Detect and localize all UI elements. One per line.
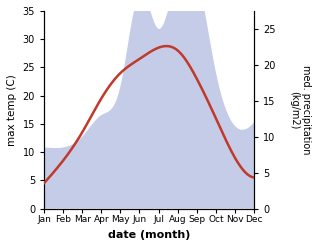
Y-axis label: med. precipitation
(kg/m2): med. precipitation (kg/m2) — [289, 65, 311, 155]
Y-axis label: max temp (C): max temp (C) — [7, 74, 17, 146]
X-axis label: date (month): date (month) — [108, 230, 190, 240]
